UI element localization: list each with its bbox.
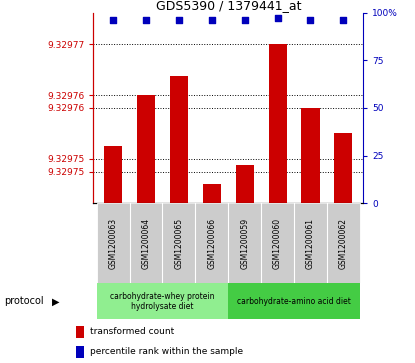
Point <box>307 17 314 23</box>
Point <box>340 17 347 23</box>
Text: GSM1200061: GSM1200061 <box>306 218 315 269</box>
Bar <box>76 326 84 338</box>
Point <box>110 17 117 23</box>
Bar <box>203 184 221 203</box>
Text: carbohydrate-whey protein
hydrolysate diet: carbohydrate-whey protein hydrolysate di… <box>110 291 215 311</box>
Bar <box>195 203 228 283</box>
Text: GSM1200060: GSM1200060 <box>273 218 282 269</box>
Bar <box>327 203 360 283</box>
Bar <box>97 283 228 319</box>
Text: GSM1200064: GSM1200064 <box>142 218 151 269</box>
Text: GSM1200062: GSM1200062 <box>339 218 348 269</box>
Bar <box>162 203 195 283</box>
Bar <box>294 203 327 283</box>
Point <box>176 17 182 23</box>
Bar <box>228 283 360 319</box>
Point <box>143 17 149 23</box>
Point <box>242 17 248 23</box>
Bar <box>129 203 162 283</box>
Point <box>208 17 215 23</box>
Text: transformed count: transformed count <box>90 327 174 336</box>
Bar <box>301 108 320 203</box>
Bar <box>104 146 122 203</box>
Bar <box>269 45 287 203</box>
Title: GDS5390 / 1379441_at: GDS5390 / 1379441_at <box>156 0 301 12</box>
Text: GSM1200059: GSM1200059 <box>240 218 249 269</box>
Bar <box>137 95 155 203</box>
Bar <box>228 203 261 283</box>
Text: ▶: ▶ <box>52 296 60 306</box>
Bar <box>261 203 294 283</box>
Text: percentile rank within the sample: percentile rank within the sample <box>90 347 243 356</box>
Text: protocol: protocol <box>4 296 44 306</box>
Text: GSM1200063: GSM1200063 <box>109 218 117 269</box>
Bar <box>97 203 129 283</box>
Text: carbohydrate-amino acid diet: carbohydrate-amino acid diet <box>237 297 351 306</box>
Text: GSM1200065: GSM1200065 <box>174 218 183 269</box>
Bar <box>170 76 188 203</box>
Bar <box>76 346 84 358</box>
Text: GSM1200066: GSM1200066 <box>208 218 216 269</box>
Point <box>274 16 281 21</box>
Bar <box>236 165 254 203</box>
Bar <box>334 134 352 203</box>
